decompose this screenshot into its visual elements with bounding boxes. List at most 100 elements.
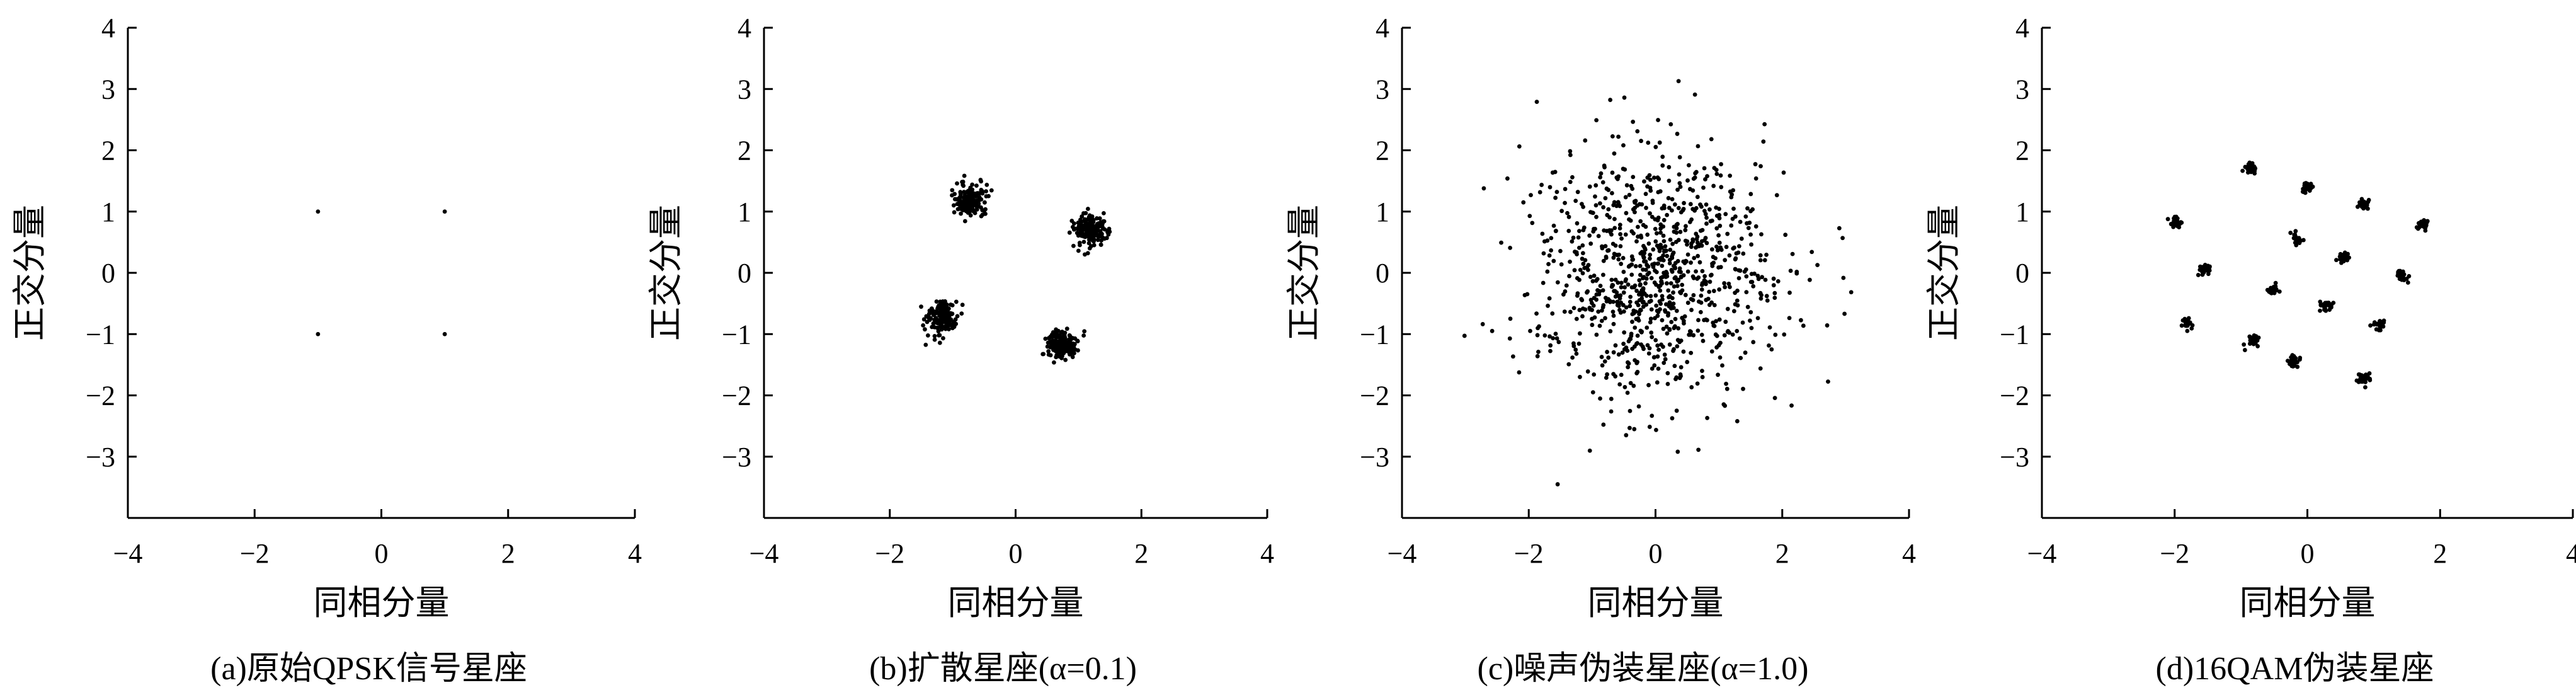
- data-point: [1668, 122, 1673, 127]
- data-point: [1510, 354, 1515, 359]
- data-point: [1697, 244, 1702, 248]
- data-point: [1678, 338, 1684, 343]
- data-point: [1598, 284, 1603, 289]
- data-point: [2301, 190, 2306, 194]
- data-point: [1668, 238, 1673, 242]
- y-tick-label: 2: [101, 135, 115, 166]
- x-tick-label: −4: [113, 538, 143, 569]
- data-point: [1728, 173, 1733, 178]
- data-point: [1626, 361, 1631, 366]
- y-axis-label: 正交分量: [647, 205, 685, 341]
- data-point: [1100, 221, 1105, 226]
- data-point: [1671, 290, 1675, 295]
- data-point: [1499, 240, 1503, 245]
- data-point: [1668, 281, 1673, 286]
- data-point: [1535, 333, 1540, 338]
- data-point: [1724, 381, 1728, 386]
- data-point: [2363, 379, 2368, 384]
- data-point: [984, 182, 989, 187]
- data-point: [1685, 269, 1690, 274]
- data-point: [1740, 320, 1745, 325]
- data-point: [1826, 379, 1830, 384]
- data-point: [1634, 239, 1639, 244]
- data-point: [1602, 228, 1607, 233]
- data-point: [1638, 233, 1643, 238]
- data-point: [1702, 274, 1707, 279]
- data-point: [2269, 285, 2274, 290]
- data-point: [1645, 175, 1650, 180]
- data-point: [1703, 177, 1707, 181]
- data-point: [1611, 350, 1616, 355]
- data-point: [1098, 243, 1103, 247]
- data-point: [1670, 416, 1675, 421]
- data-point: [2368, 377, 2373, 382]
- data-point: [2207, 265, 2212, 270]
- data-point: [1658, 307, 1662, 312]
- data-point: [1656, 176, 1661, 181]
- data-point: [1621, 302, 1626, 307]
- data-point: [1645, 184, 1650, 189]
- data-point: [954, 299, 959, 304]
- data-point: [1696, 299, 1701, 304]
- data-point: [2358, 377, 2362, 381]
- data-point: [1549, 248, 1554, 253]
- data-point: [2305, 184, 2310, 189]
- data-point: [1625, 390, 1630, 395]
- x-tick-label: 2: [2433, 538, 2447, 569]
- y-tick-label: 2: [1376, 135, 1389, 166]
- data-point: [1570, 175, 1575, 180]
- panel-d: 4 3 2 1 0 −1 −2 −3 −4 −2 0 2 4 同相分量 正交分量 (d)16QAM伪装星座: [1925, 13, 2576, 687]
- data-point: [959, 211, 963, 216]
- data-point: [1689, 350, 1694, 355]
- data-point: [1675, 259, 1680, 263]
- data-point: [1631, 383, 1636, 388]
- data-point: [2245, 170, 2250, 175]
- data-point: [1655, 343, 1660, 348]
- data-point: [1574, 351, 1579, 356]
- data-point: [1598, 201, 1602, 206]
- data-point: [1756, 277, 1761, 282]
- data-point: [1650, 335, 1655, 340]
- data-point: [1653, 239, 1658, 244]
- data-point: [1738, 219, 1743, 224]
- data-point: [1660, 318, 1665, 323]
- data-point: [1528, 328, 1532, 333]
- data-point: [1611, 203, 1616, 207]
- data-point: [1647, 425, 1652, 429]
- data-point: [1626, 282, 1631, 287]
- data-point: [1100, 224, 1105, 229]
- data-point: [1689, 260, 1693, 265]
- data-point: [1086, 232, 1091, 237]
- data-point: [1537, 324, 1541, 329]
- data-point: [1685, 242, 1689, 247]
- data-point: [1663, 244, 1668, 249]
- data-point: [1656, 118, 1660, 122]
- data-point: [1663, 248, 1668, 253]
- data-point: [1688, 332, 1693, 337]
- data-point: [1686, 163, 1691, 168]
- data-point: [1599, 171, 1604, 176]
- data-point: [1702, 209, 1707, 214]
- data-point: [2248, 337, 2254, 342]
- data-point: [1481, 186, 1486, 191]
- data-point: [1723, 258, 1728, 263]
- data-point: [1807, 277, 1812, 282]
- data-point: [1659, 279, 1664, 284]
- data-point: [1648, 256, 1652, 261]
- data-point: [1508, 246, 1513, 250]
- data-point: [1605, 350, 1610, 354]
- data-point: [1712, 302, 1717, 307]
- data-point: [1554, 336, 1559, 341]
- data-point: [1069, 219, 1074, 223]
- data-point: [2252, 335, 2257, 340]
- data-point: [2269, 290, 2274, 295]
- data-point: [2399, 277, 2404, 282]
- data-point: [2374, 327, 2379, 332]
- data-point: [1629, 254, 1634, 259]
- data-point: [2294, 243, 2299, 248]
- data-point: [1616, 257, 1621, 261]
- data-point: [1563, 187, 1568, 192]
- data-point: [1718, 355, 1723, 360]
- data-point: [970, 182, 974, 187]
- data-point: [933, 309, 938, 314]
